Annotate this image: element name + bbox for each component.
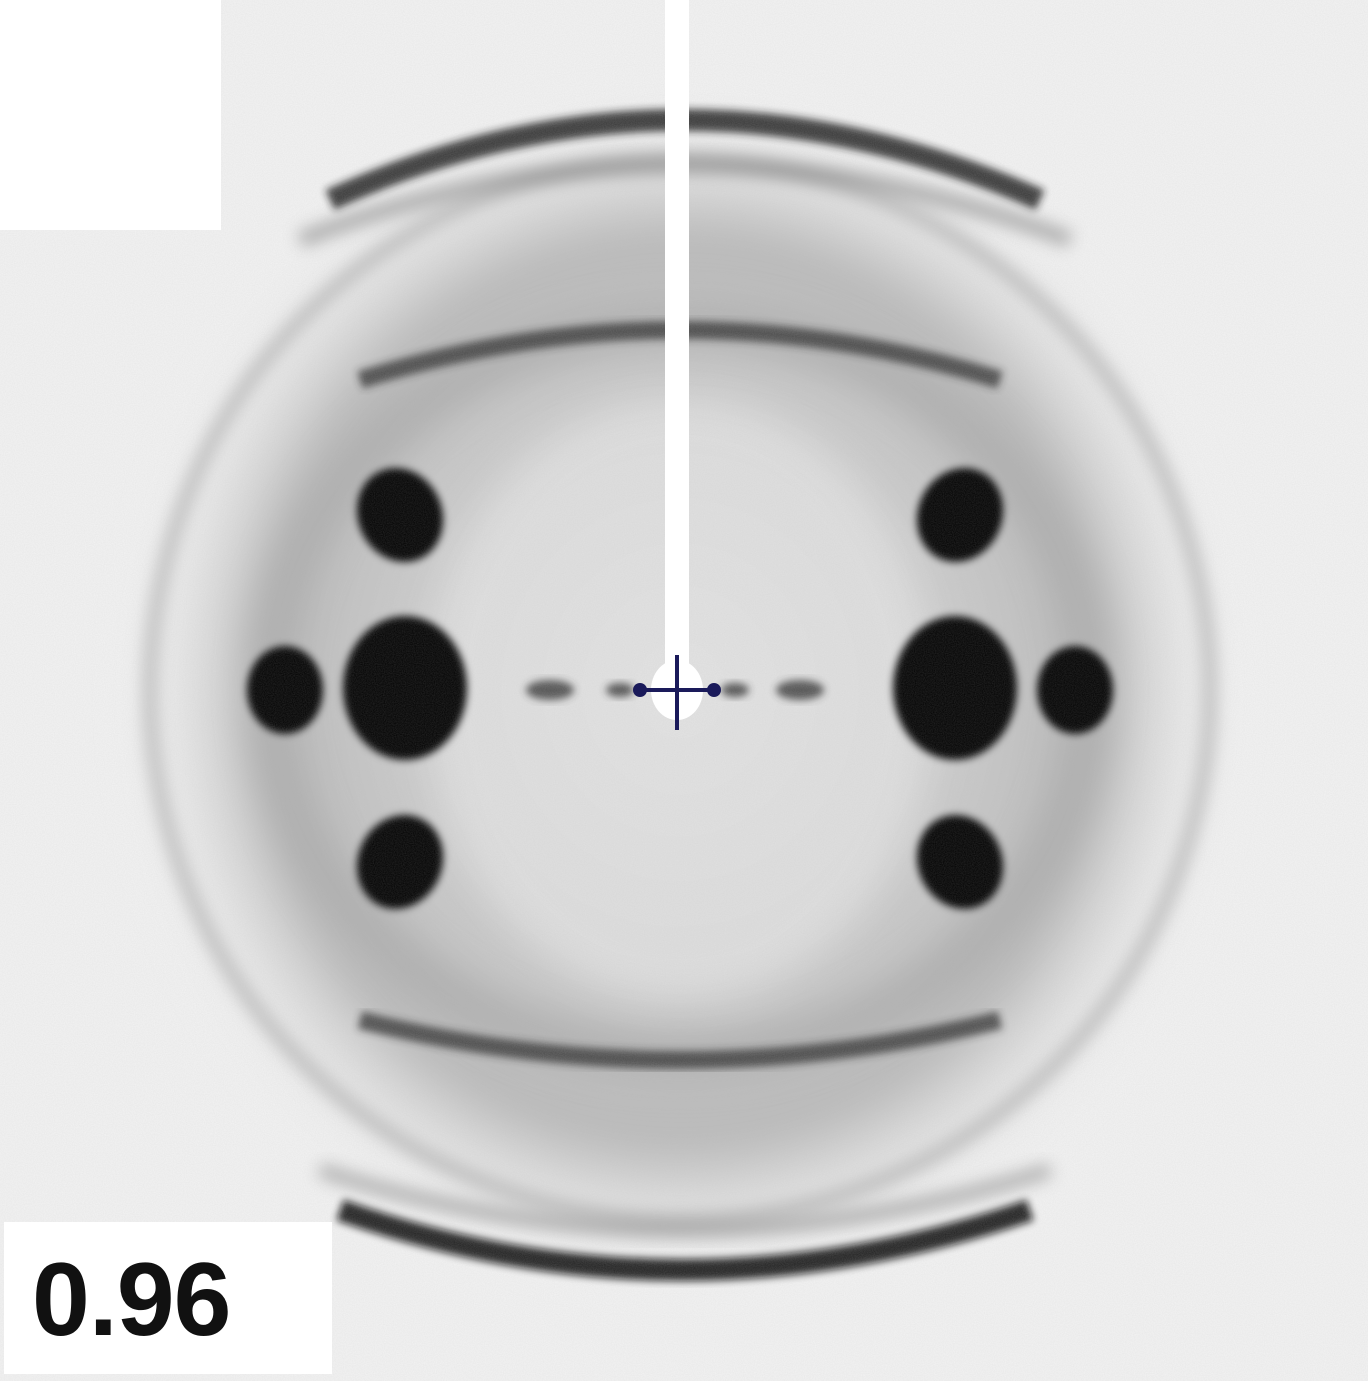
corner-blank <box>0 0 221 230</box>
crosshair-icon <box>635 655 720 730</box>
panel-value-label: 0.96 <box>32 1242 231 1358</box>
center-dot-right <box>707 683 721 697</box>
label-box <box>4 1222 332 1374</box>
beamstop-shadow <box>665 0 689 690</box>
center-dot-left <box>633 683 647 697</box>
